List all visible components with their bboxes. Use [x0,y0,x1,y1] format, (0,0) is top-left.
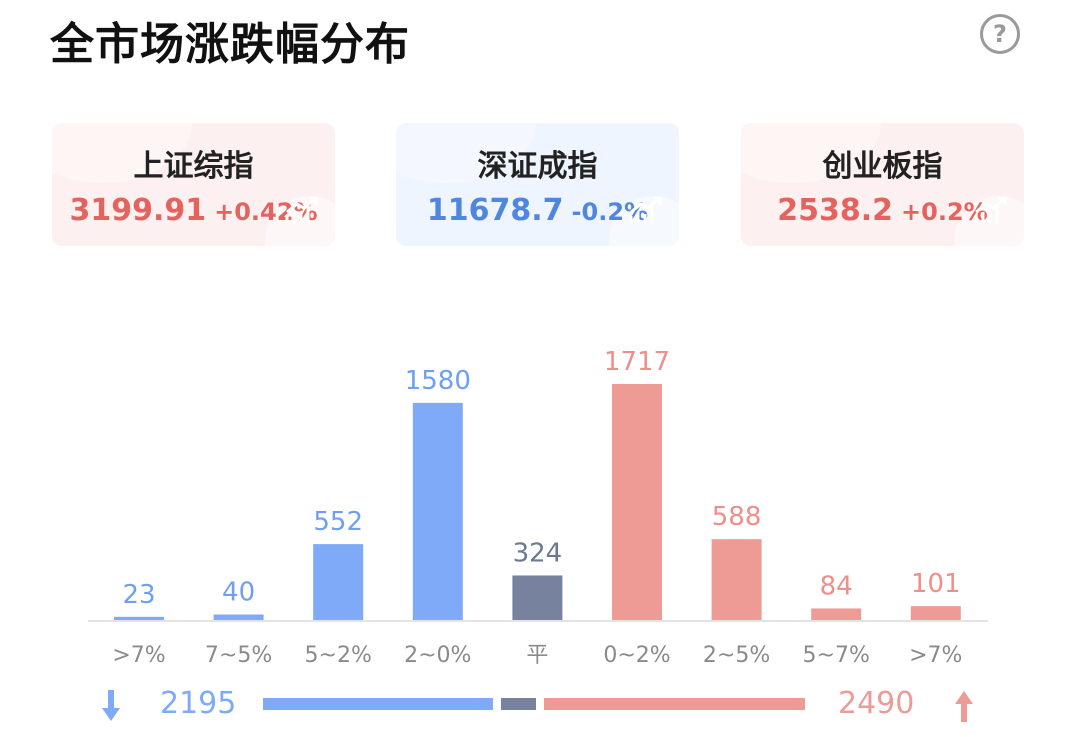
category-label: 5~2% [305,643,372,668]
up-total: 2490 [838,686,915,721]
trend-chart-icon [974,196,1007,224]
index-value: 11678.7 [426,193,564,228]
help-icon[interactable]: ? [980,14,1020,54]
index-change: -0.2% [571,198,649,226]
bar-value-label: 23 [122,580,155,610]
bar-value-label: 40 [222,578,255,608]
down-total: 2195 [160,686,237,721]
bar[interactable] [213,614,264,620]
bar[interactable] [910,606,961,620]
bar-value-label: 101 [911,569,961,599]
bar[interactable] [811,608,862,620]
bar-value-label: 84 [820,571,853,601]
bar-value-label: 552 [313,507,363,537]
down-arrow-icon [102,690,120,721]
flat-ratio-bar [501,698,536,710]
bar-value-label: 1717 [604,347,670,377]
bar[interactable] [711,539,762,620]
index-value: 3199.91 [69,193,207,228]
index-name: 上证综指 [133,149,254,184]
category-label: 5~7% [803,643,870,668]
category-label: 7~5% [205,643,272,668]
bar[interactable] [412,402,463,620]
index-value: 2538.2 [777,193,894,228]
index-card-chinext[interactable]: 创业板指 2538.2 +0.2% [741,123,1024,246]
bar-value-label: 324 [513,538,563,568]
category-label: 2~5% [703,643,770,668]
up-arrow-icon [955,691,973,722]
bar-value-label: 1580 [405,366,471,396]
bar-value-label: 588 [712,502,762,532]
bar[interactable] [512,575,563,620]
bar[interactable] [114,616,164,620]
category-label: >7% [112,643,165,668]
page-title: 全市场涨跌幅分布 [50,19,410,70]
index-card-sse[interactable]: 上证综指 3199.91 +0.42% [52,123,335,246]
category-label: >7% [909,643,962,668]
category-label: 0~2% [603,643,670,668]
bar[interactable] [313,544,364,620]
trend-chart-icon [629,196,662,224]
index-card-szse[interactable]: 深证成指 11678.7 -0.2% [396,123,679,246]
trend-chart-icon [285,196,318,224]
down-ratio-bar [263,698,494,710]
up-ratio-bar [543,698,805,710]
category-label: 平 [526,643,548,668]
index-name: 深证成指 [477,149,598,184]
index-change: +0.2% [901,198,988,226]
distribution-chart: 23 >7% 40 7~5% 552 5~2% 1580 2~0% 324 平 1717 0~2% 58… [88,347,988,668]
bar[interactable] [612,384,662,620]
index-name: 创业板指 [822,149,943,184]
category-label: 2~0% [404,643,471,668]
